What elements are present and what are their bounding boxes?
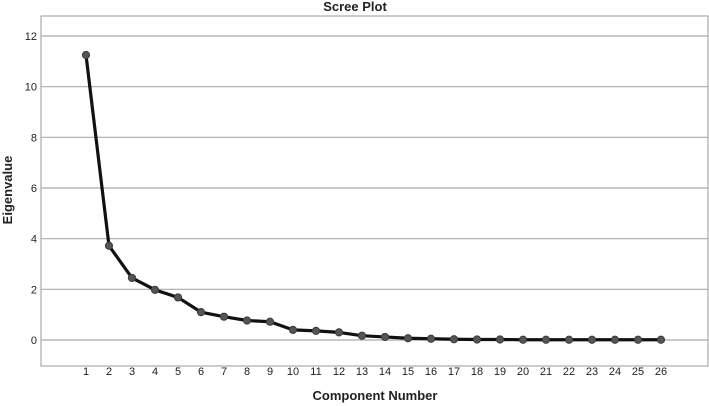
y-tick-label: 4	[31, 234, 37, 246]
x-tick-label: 14	[379, 366, 391, 378]
data-point-16	[426, 334, 436, 343]
x-tick-label: 12	[333, 366, 345, 378]
data-point-19	[495, 335, 505, 344]
data-point-4	[150, 285, 160, 294]
data-point-2	[104, 241, 114, 250]
x-tick-label: 11	[310, 366, 321, 378]
data-point-18	[472, 335, 482, 344]
data-point-24	[610, 335, 620, 344]
data-point-17	[449, 335, 459, 344]
y-tick-label: 2	[31, 284, 37, 296]
x-tick-label: 2	[106, 366, 112, 378]
chart-title: Scree Plot	[323, 0, 387, 14]
data-point-5	[173, 293, 183, 302]
y-axis-ticks: 0 2 4 6 8 10 12	[25, 31, 37, 347]
x-tick-label: 17	[448, 366, 460, 378]
data-point-20	[518, 335, 528, 344]
data-point-13	[357, 331, 367, 340]
y-axis-label: Eigenvalue	[0, 156, 15, 225]
data-point-26	[656, 335, 666, 344]
data-point-10	[288, 325, 298, 334]
data-point-3	[127, 273, 137, 283]
data-point-8	[242, 316, 252, 325]
x-tick-label: 18	[471, 366, 483, 378]
data-point-6	[196, 308, 206, 317]
x-tick-label: 24	[609, 366, 621, 378]
x-tick-label: 3	[129, 366, 135, 378]
x-tick-label: 9	[267, 366, 273, 378]
x-tick-label: 15	[402, 366, 414, 378]
data-point-22	[564, 335, 574, 344]
gridlines	[41, 35, 708, 341]
series-eigenvalue	[81, 50, 666, 344]
x-tick-label: 8	[244, 366, 250, 378]
x-axis-label: Component Number	[313, 388, 438, 403]
data-point-15	[403, 334, 413, 343]
x-tick-label: 7	[221, 366, 227, 378]
series-line	[84, 53, 663, 342]
x-tick-label: 25	[632, 366, 644, 378]
data-point-9	[265, 317, 275, 326]
data-point-1	[81, 50, 91, 60]
data-point-14	[380, 332, 390, 342]
data-point-25	[633, 335, 643, 344]
y-tick-label: 8	[31, 132, 37, 144]
x-tick-label: 16	[425, 366, 437, 378]
x-tick-label: 4	[152, 366, 158, 378]
x-tick-label: 19	[494, 366, 506, 378]
x-tick-label: 23	[586, 366, 598, 378]
data-point-7	[219, 312, 229, 321]
data-point-11	[311, 326, 321, 335]
plot-area-frame	[40, 15, 709, 367]
data-point-12	[334, 328, 344, 337]
x-tick-label: 20	[517, 366, 529, 378]
x-tick-label: 21	[540, 366, 552, 378]
x-tick-label: 6	[198, 366, 204, 378]
y-tick-label: 6	[31, 183, 37, 195]
y-tick-label: 0	[31, 335, 37, 347]
x-axis-ticks: 1 2 3 4 5 6 7 8 9 10 11 12 13 14 15 16 17 18 19 20 21 22 23 24 2…	[83, 366, 667, 378]
y-tick-label: 10	[25, 82, 37, 94]
data-point-23	[587, 335, 597, 344]
data-point-21	[541, 335, 551, 344]
x-tick-label: 22	[563, 366, 575, 378]
x-tick-label: 13	[356, 366, 368, 378]
x-tick-label: 10	[287, 366, 299, 378]
x-tick-label: 26	[655, 366, 667, 378]
y-tick-label: 12	[25, 31, 37, 43]
x-tick-label: 5	[175, 366, 181, 378]
x-tick-label: 1	[83, 366, 89, 378]
